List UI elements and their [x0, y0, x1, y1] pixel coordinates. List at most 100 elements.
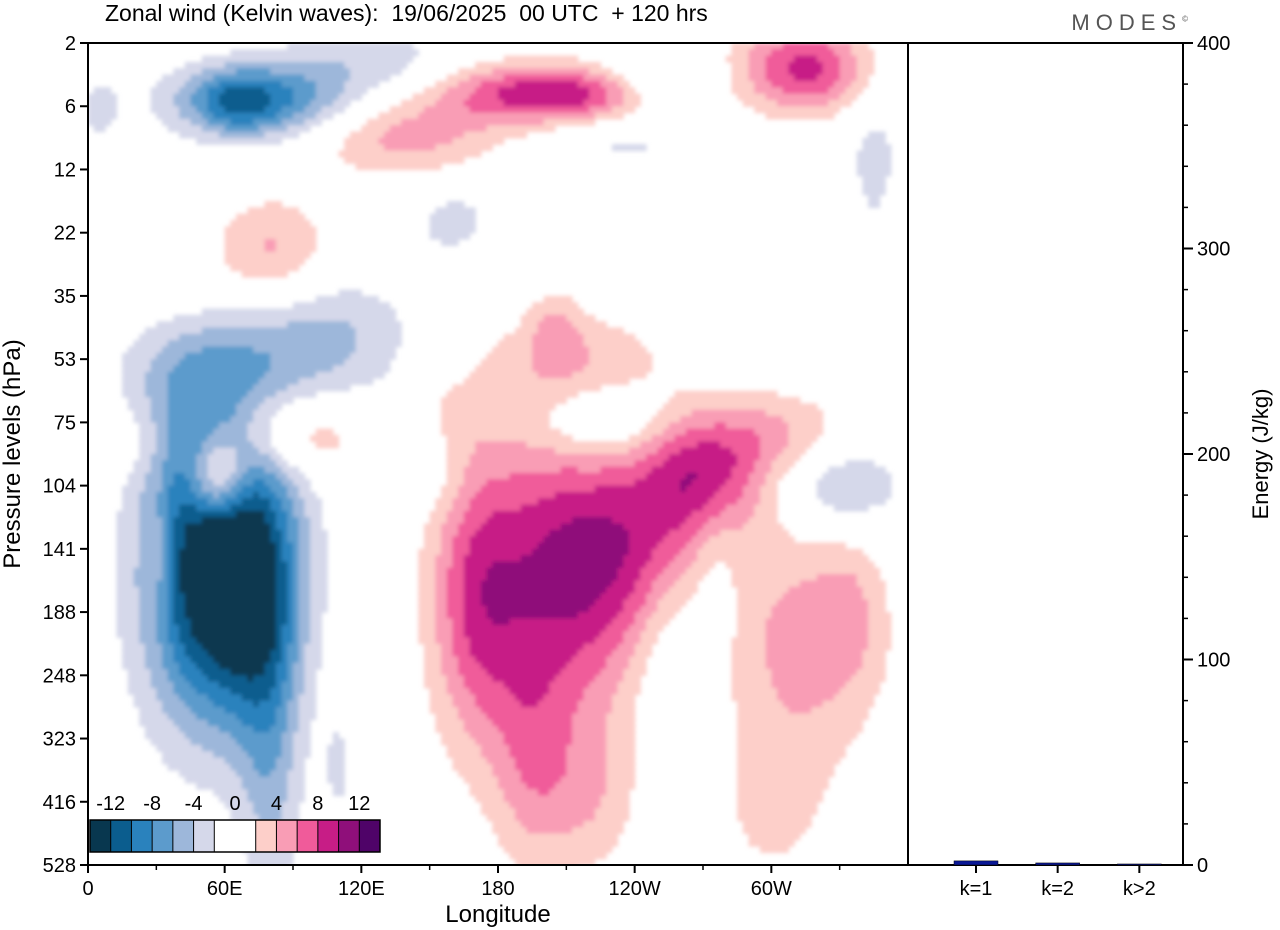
wind-cell: [127, 479, 135, 487]
wind-cell: [463, 118, 471, 126]
wind-cell: [122, 390, 129, 398]
wind-cell: [372, 333, 380, 341]
wind-cell: [144, 498, 152, 506]
wind-cell: [805, 49, 812, 57]
wind-cell: [742, 68, 750, 76]
wind-cell: [680, 422, 687, 430]
wind-cell: [742, 99, 750, 107]
wind-cell: [264, 523, 271, 531]
wind-cell: [127, 472, 135, 480]
wind-cell: [589, 365, 596, 373]
wind-cell: [782, 441, 790, 449]
wind-cell: [526, 529, 533, 537]
wind-cell: [651, 536, 659, 544]
wind-cell: [179, 542, 186, 550]
wind-cell: [526, 93, 533, 101]
wind-cell: [224, 131, 231, 139]
wind-cell: [577, 106, 585, 114]
wind-cell: [731, 390, 738, 398]
wind-cell: [577, 485, 585, 493]
wind-cell: [423, 536, 431, 544]
wind-cell: [310, 510, 317, 518]
wind-cell: [446, 99, 454, 107]
wind-cell: [247, 87, 254, 95]
wind-cell: [492, 485, 499, 493]
wind-cell: [634, 504, 641, 512]
wind-cell: [349, 93, 357, 101]
wind-cell: [190, 106, 197, 114]
wind-cell: [526, 55, 533, 63]
wind-cell: [856, 156, 864, 164]
wind-cell: [275, 74, 283, 82]
wind-cell: [680, 403, 687, 411]
wind-cell: [298, 61, 305, 69]
wind-cell: [873, 131, 881, 139]
wind-cell: [150, 333, 157, 341]
wind-cell: [777, 447, 784, 455]
wind-cell: [498, 498, 505, 506]
wind-cell: [321, 314, 328, 322]
wind-cell: [236, 251, 243, 259]
wind-cell: [253, 245, 260, 253]
wind-cell: [640, 510, 647, 518]
wind-cell: [765, 542, 772, 550]
wind-cell: [287, 99, 294, 107]
wind-cell: [218, 529, 226, 537]
wind-cell: [207, 378, 214, 386]
wind-cell: [782, 61, 790, 69]
wind-cell: [458, 118, 465, 126]
wind-cell: [378, 131, 385, 139]
wind-cell: [503, 460, 510, 468]
wind-cell: [475, 87, 482, 95]
wind-cell: [697, 428, 704, 436]
wind-cell: [509, 340, 516, 348]
wind-cell: [281, 314, 288, 322]
wind-cell: [515, 542, 522, 550]
wind-cell: [236, 397, 243, 405]
wind-cell: [321, 428, 328, 436]
wind-cell: [338, 352, 345, 360]
wind-cell: [264, 340, 271, 348]
wind-cell: [253, 61, 260, 69]
wind-cell: [224, 447, 231, 455]
wind-cell: [589, 523, 596, 531]
wind-cell: [475, 99, 482, 107]
wind-cell: [492, 409, 499, 417]
wind-cell: [577, 99, 585, 107]
wind-cell: [680, 529, 687, 537]
wind-cell: [469, 542, 476, 550]
wind-cell: [532, 371, 539, 379]
wind-cell: [270, 61, 277, 69]
wind-cell: [543, 542, 550, 550]
wind-cell: [856, 61, 864, 69]
wind-cell: [406, 99, 414, 107]
wind-cell: [463, 226, 471, 234]
wind-cell: [543, 308, 550, 316]
wind-cell: [782, 49, 790, 57]
wind-cell: [349, 68, 357, 76]
wind-cell: [480, 403, 488, 411]
wind-cell: [868, 466, 875, 474]
wind-cell: [179, 460, 186, 468]
wind-cell: [196, 397, 203, 405]
wind-cell: [201, 466, 209, 474]
wind-cell: [703, 517, 710, 525]
wind-cell: [720, 510, 727, 518]
wind-cell: [372, 308, 380, 316]
wind-cell: [258, 416, 266, 423]
wind-cell: [537, 542, 545, 550]
wind-cell: [247, 378, 254, 386]
wind-cell: [566, 454, 573, 461]
wind-cell: [503, 529, 510, 537]
wind-cell: [782, 87, 790, 95]
wind-cell: [537, 491, 545, 499]
wind-cell: [258, 365, 266, 373]
wind-cell: [754, 49, 761, 57]
wind-cell: [731, 460, 738, 468]
wind-cell: [139, 416, 146, 423]
wind-cell: [628, 454, 636, 461]
wind-cell: [651, 479, 659, 487]
wind-cell: [144, 422, 152, 430]
wind-cell: [572, 106, 579, 114]
wind-cell: [463, 397, 471, 405]
